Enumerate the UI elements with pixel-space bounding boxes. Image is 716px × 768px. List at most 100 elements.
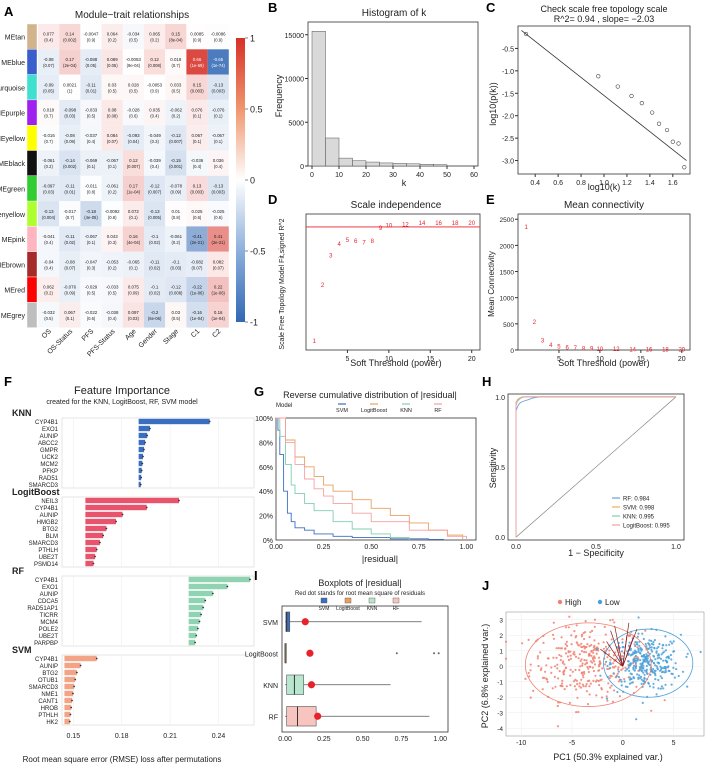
pca-point — [634, 641, 637, 644]
heatmap-cell — [80, 150, 102, 176]
box-iqr — [286, 674, 305, 695]
fi-bar — [138, 481, 141, 488]
heatmap-cell-pvalue: (1e-06) — [211, 291, 225, 296]
heatmap-cell-pvalue: (0.1) — [87, 164, 96, 169]
pca-point — [640, 648, 644, 651]
pca-point — [677, 674, 680, 678]
pca-point — [583, 637, 586, 641]
sft-point — [650, 110, 655, 115]
heatmap-title: Module−trait relationships — [75, 10, 189, 21]
heatmap-cell — [122, 24, 144, 50]
heatmap-row-label: MEturquoise — [0, 85, 25, 92]
heatmap-cell — [38, 175, 60, 202]
heatmap-cell-pvalue: (0.9) — [150, 88, 159, 93]
heatmap-cell-pvalue: (0.09) — [170, 189, 182, 194]
pca-point — [637, 632, 640, 635]
pca-point — [527, 638, 530, 642]
pca-point — [635, 685, 638, 688]
pca-point — [590, 644, 593, 647]
pca-point — [670, 672, 673, 675]
hist-xlabel: k — [402, 178, 407, 188]
fi-feature-label: PARPBP — [34, 641, 58, 647]
pca-point — [673, 650, 676, 653]
box-xtick-label: 1.00 — [433, 736, 447, 743]
heatmap-cell — [144, 226, 166, 252]
heatmap-cell-value: 0.025 — [192, 209, 204, 214]
si-xlabel: Soft Threshold (power) — [350, 358, 441, 368]
pca-point — [572, 680, 576, 683]
pca-point — [529, 663, 532, 666]
heatmap-cell-pvalue: (0.02) — [149, 240, 161, 245]
panel-letter-g: G — [254, 384, 264, 399]
pca-point — [657, 661, 660, 665]
pca-point — [647, 681, 650, 685]
pca-legend-label: Low — [605, 598, 620, 607]
pca-point — [604, 633, 607, 636]
heatmap-cell-value: 0.66 — [193, 57, 202, 62]
heatmap-cell-pvalue: (0.007) — [148, 189, 162, 194]
pca-point — [620, 684, 623, 687]
fi-feature-label: BTG2 — [42, 527, 58, 533]
heatmap-cell-pvalue: (4e-04) — [127, 240, 141, 245]
pca-xtick-label: 0 — [621, 740, 625, 747]
pca-point — [643, 669, 646, 672]
pca-point — [630, 677, 633, 681]
box-outlier — [433, 652, 436, 655]
pca-point — [575, 711, 578, 714]
pca-point — [601, 667, 604, 670]
pca-point — [627, 666, 630, 669]
pca-point — [650, 709, 653, 712]
heatmap-cell-value: -0.12 — [171, 285, 182, 290]
pca-point — [652, 643, 655, 646]
mc-point-label: 1 — [525, 225, 529, 231]
box-category-label: RF — [269, 714, 278, 721]
pca-point — [669, 640, 672, 643]
heatmap-cell — [38, 74, 60, 100]
fi-bar-end — [178, 499, 180, 502]
pca-point — [640, 682, 643, 686]
sft-ylabel: log10(p(k)) — [488, 82, 498, 126]
fi-feature-label: NEIL3 — [41, 499, 58, 505]
heatmap-cell-pvalue: (0.07) — [192, 265, 204, 270]
pca-point — [586, 665, 589, 669]
heatmap-cell — [122, 125, 144, 151]
fi-feature-label: MCM2 — [40, 462, 58, 468]
heatmap-cell-pvalue: (8e-04) — [169, 38, 183, 43]
heatmap-cell-value: -0.038 — [106, 310, 119, 315]
heatmap-cell-pvalue: (0.003) — [212, 189, 226, 194]
heatmap-cell — [80, 125, 102, 151]
heatmap-cell-pvalue: (0.7) — [44, 114, 53, 119]
heatmap-cell-pvalue: (0.05) — [43, 88, 55, 93]
pca-point — [580, 642, 583, 645]
box-category-label: LogitBoost — [245, 651, 278, 658]
fi-bar-end — [140, 469, 143, 472]
heatmap-cell-pvalue: (9e-04) — [127, 63, 141, 68]
heatmap-col-label: Stage — [162, 328, 180, 346]
heatmap-cell — [59, 74, 81, 100]
fi-bar — [64, 704, 72, 711]
sft-ytick-label: -3.0 — [502, 159, 514, 166]
fi-bar — [85, 546, 97, 553]
pca-point — [624, 666, 627, 669]
heatmap-cell-value: -0.062 — [170, 108, 183, 113]
si-ylabel: Scale Free Topology Model Fit,signed R^2 — [279, 218, 286, 349]
heatmap-cell — [80, 201, 102, 227]
fi-feature-label: NME1 — [41, 692, 58, 698]
heatmap-cell-pvalue: (0.04) — [128, 139, 140, 144]
hist-bar — [406, 163, 421, 167]
fi-bar-end — [75, 671, 78, 674]
pca-point — [642, 680, 645, 683]
fi-bar — [85, 518, 117, 525]
pca-point — [654, 674, 657, 677]
pca-point — [648, 639, 651, 642]
fi-bar — [188, 590, 213, 597]
pca-point — [609, 686, 612, 689]
box-subtitle: Red dot stands for root mean square of r… — [295, 591, 425, 597]
si-point-label: 20 — [468, 221, 475, 227]
fi-feature-label: BLM — [46, 534, 58, 540]
heatmap-cell-pvalue: (0.09) — [128, 291, 140, 296]
heatmap-cell-value: 0.15 — [172, 32, 181, 37]
fi-bar — [188, 597, 206, 604]
pca-point — [642, 666, 645, 670]
heatmap-cell-value: -0.0086 — [211, 32, 226, 37]
